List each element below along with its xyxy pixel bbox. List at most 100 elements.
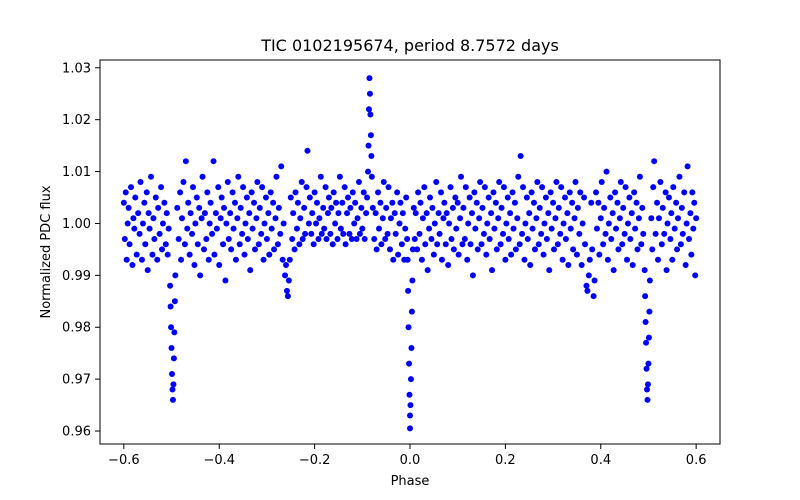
data-point [681, 189, 688, 196]
data-point [353, 236, 360, 243]
data-point [590, 293, 597, 300]
data-point [502, 256, 509, 263]
y-axis-ticks: 0.96 0.97 0.98 0.99 1.00 1.01 1.02 1.03 [62, 61, 100, 440]
data-point [206, 220, 213, 227]
data-point [342, 241, 349, 248]
data-point [650, 184, 657, 191]
data-point [392, 230, 399, 237]
data-point [404, 236, 411, 243]
data-point [600, 241, 607, 248]
data-point [252, 246, 258, 253]
data-point [528, 189, 535, 196]
data-point [310, 241, 317, 248]
data-point [240, 184, 247, 191]
data-point [566, 189, 573, 196]
data-point [490, 189, 497, 196]
data-point [161, 199, 168, 206]
data-point [574, 204, 581, 211]
data-point [384, 230, 391, 237]
data-point [526, 210, 533, 217]
data-point [538, 230, 545, 237]
data-point [500, 184, 507, 191]
data-point [504, 194, 511, 201]
chart-title: TIC 0102195674, period 8.7572 days [260, 36, 559, 55]
data-point [395, 251, 402, 258]
data-point [670, 184, 677, 191]
data-point [329, 241, 336, 248]
data-point [311, 189, 318, 196]
data-point [498, 204, 505, 211]
data-point [472, 225, 479, 232]
data-point [404, 256, 411, 263]
data-point [477, 178, 484, 185]
data-point [190, 184, 196, 191]
data-point [231, 199, 238, 206]
data-point [565, 261, 572, 268]
data-point [340, 230, 347, 237]
data-point [662, 189, 669, 196]
data-point [550, 199, 557, 206]
x-axis-ticks: −0.6 −0.4 −0.2 0.0 0.2 0.4 0.6 [108, 444, 706, 468]
data-point [268, 225, 275, 232]
data-point [453, 225, 460, 232]
data-point [262, 194, 269, 201]
data-point [621, 230, 628, 237]
data-point [248, 189, 255, 196]
data-point [447, 184, 454, 191]
data-point [286, 256, 293, 263]
data-point [414, 246, 421, 253]
data-point [277, 230, 284, 237]
data-point [545, 210, 552, 217]
data-point [614, 199, 621, 206]
data-point [598, 178, 605, 185]
data-point [296, 241, 303, 248]
data-point [200, 246, 207, 253]
data-point [203, 236, 210, 243]
data-point [325, 194, 332, 201]
data-point [677, 241, 684, 248]
data-point [237, 204, 244, 211]
data-point [634, 246, 641, 253]
data-point [272, 215, 279, 222]
data-point [271, 246, 278, 253]
data-point [155, 204, 162, 211]
data-point [150, 215, 157, 222]
data-point [469, 272, 476, 279]
data-point [489, 267, 496, 274]
data-point [220, 241, 227, 248]
data-point [636, 173, 643, 180]
data-point [509, 189, 516, 196]
data-point [541, 220, 548, 227]
data-point [467, 241, 474, 248]
data-point [624, 256, 630, 263]
data-point [675, 215, 682, 222]
data-point [290, 210, 297, 217]
data-point [179, 215, 186, 222]
data-point [520, 184, 527, 191]
data-point [185, 199, 192, 206]
data-point [314, 199, 320, 206]
data-point [369, 204, 376, 211]
data-point [205, 256, 212, 263]
data-point [209, 230, 216, 237]
data-point [457, 215, 464, 222]
data-point [304, 147, 311, 154]
data-point [368, 173, 375, 180]
data-point [478, 241, 485, 248]
data-point [359, 225, 366, 232]
data-point [616, 215, 623, 222]
data-point [371, 236, 378, 243]
data-point [332, 220, 339, 227]
data-point [443, 210, 450, 217]
data-point [181, 241, 188, 248]
y-tick-label: 0.97 [62, 373, 91, 388]
data-point [519, 230, 526, 237]
data-point [497, 241, 504, 248]
data-point [657, 178, 664, 185]
data-point [126, 241, 133, 248]
data-point [635, 215, 642, 222]
data-point [270, 199, 277, 206]
data-point [396, 220, 403, 227]
data-point [407, 402, 414, 409]
